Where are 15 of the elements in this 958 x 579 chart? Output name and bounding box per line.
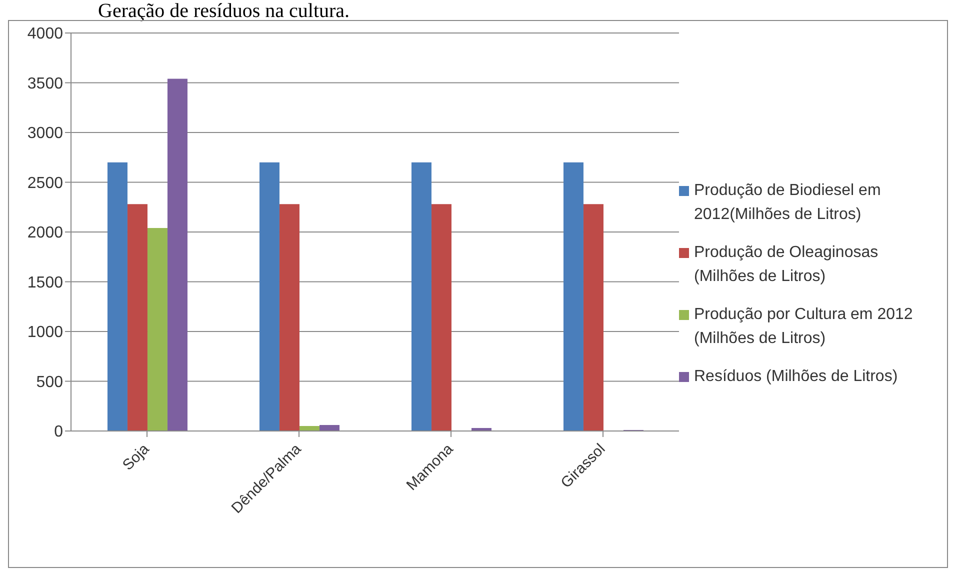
x-tick-label: Soja xyxy=(119,440,154,474)
y-tick-label: 3500 xyxy=(27,75,64,92)
legend-label: Produção de Biodiesel em 2012(Milhões de Litros) xyxy=(694,181,882,225)
y-tick-label: 1000 xyxy=(27,324,64,342)
legend-label: Resíduos (Milhões de Litros) xyxy=(694,367,898,387)
y-tick-label: 2000 xyxy=(27,224,64,242)
legend-label: Produção de Oleaginosas (Milhões de Litros) xyxy=(694,243,880,287)
y-tick-label: 4000 xyxy=(27,26,64,43)
y-tick-label: 1500 xyxy=(27,274,64,292)
chart-title: Geração de resíduos na cultura. xyxy=(98,0,350,23)
y-tick-label: 2500 xyxy=(27,174,64,192)
y-tick-label: 3000 xyxy=(27,125,64,142)
legend-label: Produção por Cultura em 2012 (Milhões de Litros) xyxy=(694,305,914,349)
y-tick-label: 500 xyxy=(36,374,64,391)
y-tick-label: 0 xyxy=(54,424,64,441)
